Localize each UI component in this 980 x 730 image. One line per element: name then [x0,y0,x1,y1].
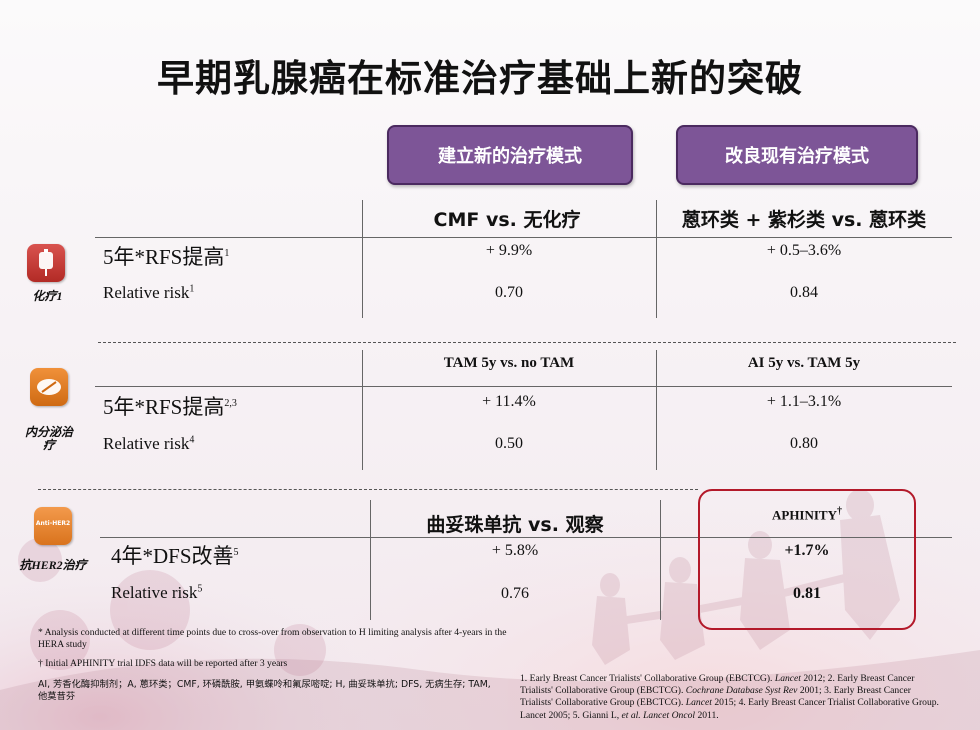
endocrine-col1-header: TAM 5y vs. no TAM [443,355,575,371]
her2-col2-header: APHINITY† [771,506,842,523]
dagger-footnote: † Initial APHINITY trial IDFS data will … [38,658,288,669]
chemo-col1-header: CMF vs. 无化疗 [433,209,581,231]
her2-trastuzumab-rr-value: 0.76 [501,585,529,602]
endocrine-tam-rr-value: 0.50 [495,435,523,452]
new-mode-button[interactable]: 建立新的治疗模式 [387,125,633,185]
chemo-rfs-label: 5年*RFS提高1 [103,245,230,269]
her2-rr-label: Relative risk5 [111,583,203,602]
section-divider-1 [98,342,956,343]
chemo-taxane-rr-value: 0.84 [790,284,818,301]
page-title: 早期乳腺癌在标准治疗基础上新的突破 [157,57,803,100]
chemo-header-rule [95,237,952,238]
improve-mode-button[interactable]: 改良现有治疗模式 [676,125,918,185]
aphinity-highlight-box [698,489,916,630]
anti-her2-icon-text: Anti-HER2 [35,520,71,527]
her2-divider-2 [660,500,661,620]
endocrine-divider-2 [656,350,657,470]
chemo-divider-1 [362,200,363,318]
pill-icon [30,368,68,406]
her2-dfs-label: 4年*DFS改善5 [111,544,239,568]
her2-trastuzumab-dfs-value: + 5.8% [491,542,539,559]
endocrine-rr-label: Relative risk4 [103,434,195,453]
her2-header-rule [100,537,952,538]
chemo-cmf-rr-value: 0.70 [495,284,523,301]
endocrine-ai-rfs-value: + 1.1–3.1% [766,393,842,410]
chemo-cmf-rfs-value: + 9.9% [485,242,533,259]
her2-category-label: 抗HER2治疗 [19,558,87,572]
endocrine-rfs-label: 5年*RFS提高2,3 [103,395,237,419]
chemo-category-label: 化疗1 [32,289,63,303]
her2-aphinity-dfs-value: +1.7% [784,542,830,559]
chemo-rr-label: Relative risk1 [103,283,195,302]
anti-her2-icon: Anti-HER2 [34,507,72,545]
new-mode-label: 建立新的治疗模式 [438,146,582,167]
asterisk-footnote: * Analysis conducted at different time p… [38,627,507,650]
iv-bag-icon [27,244,65,282]
her2-aphinity-rr-value: 0.81 [793,585,821,602]
chemo-divider-2 [656,200,657,318]
endocrine-tam-rfs-value: + 11.4% [482,393,536,410]
endocrine-ai-rr-value: 0.80 [790,435,818,452]
section-divider-2 [38,489,698,490]
chemo-col2-header: 蒽环类 + 紫杉类 vs. 蒽环类 [681,209,927,231]
endocrine-col2-header: AI 5y vs. TAM 5y [747,355,861,371]
references: 1. Early Breast Cancer Trialists' Collab… [520,673,939,721]
abbreviations-footnote: AI, 芳香化酶抑制剂；A, 蒽环类；CMF, 环磷酰胺, 甲氨蝶呤和氟尿嘧啶;… [38,679,491,702]
endocrine-category-label: 内分泌治疗 [24,425,73,452]
her2-divider-1 [370,500,371,620]
endocrine-divider-1 [362,350,363,470]
improve-mode-label: 改良现有治疗模式 [725,146,869,167]
endocrine-header-rule [95,386,952,387]
chemo-taxane-rfs-value: + 0.5–3.6% [766,242,842,259]
her2-col1-header: 曲妥珠单抗 vs. 观察 [426,514,604,536]
